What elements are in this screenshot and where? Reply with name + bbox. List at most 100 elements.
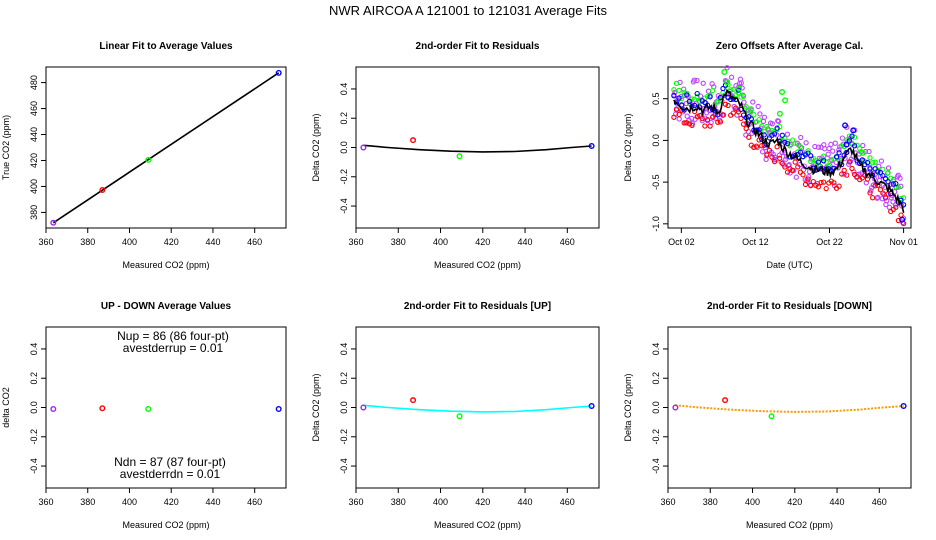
y-tick-label: -0.2 [29, 429, 39, 445]
data-point [724, 65, 730, 71]
data-point [854, 142, 860, 148]
data-point [782, 97, 789, 104]
data-point [777, 124, 783, 130]
y-tick-label: 0.2 [29, 372, 39, 385]
data-point [673, 80, 680, 87]
chart-linear: Linear Fit to Average Values Measured CO2… [1, 41, 287, 270]
data-point [880, 166, 886, 172]
data-point [740, 121, 747, 127]
data-point [867, 155, 873, 161]
x-tick-label: 440 [205, 237, 220, 247]
x-tick-label: 420 [475, 237, 490, 247]
chart-title: UP - DOWN Average Values [101, 301, 232, 312]
data-point [709, 87, 716, 94]
data-point [722, 101, 729, 107]
data-point [885, 165, 892, 171]
data-point [456, 153, 463, 160]
data-point [797, 144, 804, 150]
data-point [900, 195, 907, 201]
data-point [882, 175, 889, 182]
y-axis-label: Delta CO2 (ppm) [311, 113, 321, 181]
data-point [846, 133, 853, 139]
data-point [717, 119, 724, 125]
data-point [813, 158, 819, 164]
chart-updown: UP - DOWN Average Values Measured CO2 (pp… [1, 301, 287, 530]
data-point [839, 143, 845, 149]
data-point [857, 145, 863, 152]
x-tick-label: 400 [122, 497, 137, 507]
data-point [697, 112, 703, 119]
data-point [691, 102, 698, 109]
x-tick-label: 360 [660, 497, 675, 507]
x-tick-label: 460 [560, 497, 575, 507]
x-tick-label: 400 [433, 237, 448, 247]
y-tick-label: -0.2 [339, 169, 349, 185]
data-point [880, 173, 886, 179]
data-point [684, 113, 690, 119]
data-point [746, 134, 752, 140]
data-point [884, 198, 890, 204]
data-point [777, 155, 783, 161]
data-point [699, 118, 705, 124]
data-point [724, 79, 731, 86]
data-point [825, 151, 831, 157]
y-tick-label: -0.5 [651, 174, 661, 190]
chart-title: Linear Fit to Average Values [99, 41, 233, 52]
data-point [877, 169, 884, 176]
y-tick-label: 0.4 [339, 343, 349, 356]
data-point [763, 156, 769, 163]
y-tick-label: 0.0 [651, 401, 661, 414]
data-point [810, 178, 816, 185]
data-point [885, 170, 891, 176]
data-point [685, 93, 691, 99]
fit-line [52, 72, 280, 224]
data-point [769, 121, 776, 127]
data-point [805, 176, 811, 182]
x-tick-label: 360 [348, 497, 363, 507]
data-point [818, 156, 824, 162]
data-point [360, 404, 367, 411]
y-tick-label: 0.0 [29, 401, 39, 414]
data-point [808, 153, 814, 159]
x-tick-label: 440 [830, 497, 845, 507]
data-point [694, 90, 700, 97]
data-point [759, 123, 765, 129]
data-point [783, 156, 789, 162]
data-point [738, 115, 744, 122]
data-point [878, 158, 885, 164]
data-point [893, 204, 899, 210]
data-point [699, 115, 705, 122]
data-point [795, 164, 801, 170]
data-point [679, 102, 685, 108]
data-point [842, 122, 849, 129]
x-tick-label: Oct 02 [668, 237, 695, 247]
data-point [833, 154, 840, 160]
data-point [802, 181, 809, 188]
data-point [805, 150, 811, 156]
data-point [686, 98, 693, 105]
data-point [694, 94, 700, 100]
data-point [815, 184, 822, 190]
data-point [890, 199, 896, 205]
x-tick-label: 460 [872, 497, 887, 507]
data-point [709, 107, 716, 113]
y-tick-label: 480 [29, 75, 39, 90]
y-axis-label: delta CO2 [1, 387, 11, 428]
x-tick-label: Oct 12 [742, 237, 769, 247]
data-point [761, 114, 768, 120]
data-point [832, 140, 838, 146]
data-point [775, 118, 782, 125]
data-point [764, 152, 770, 158]
y-tick-label: 0.2 [339, 112, 349, 125]
data-point [774, 125, 780, 131]
x-tick-label: 420 [164, 497, 179, 507]
data-point [893, 180, 899, 187]
data-point [760, 118, 767, 125]
data-point [839, 171, 845, 177]
y-tick-label: 0.4 [29, 343, 39, 356]
data-point [759, 149, 766, 155]
data-point [864, 176, 871, 182]
data-point [686, 121, 693, 127]
data-point [872, 159, 878, 165]
data-point [275, 405, 282, 412]
